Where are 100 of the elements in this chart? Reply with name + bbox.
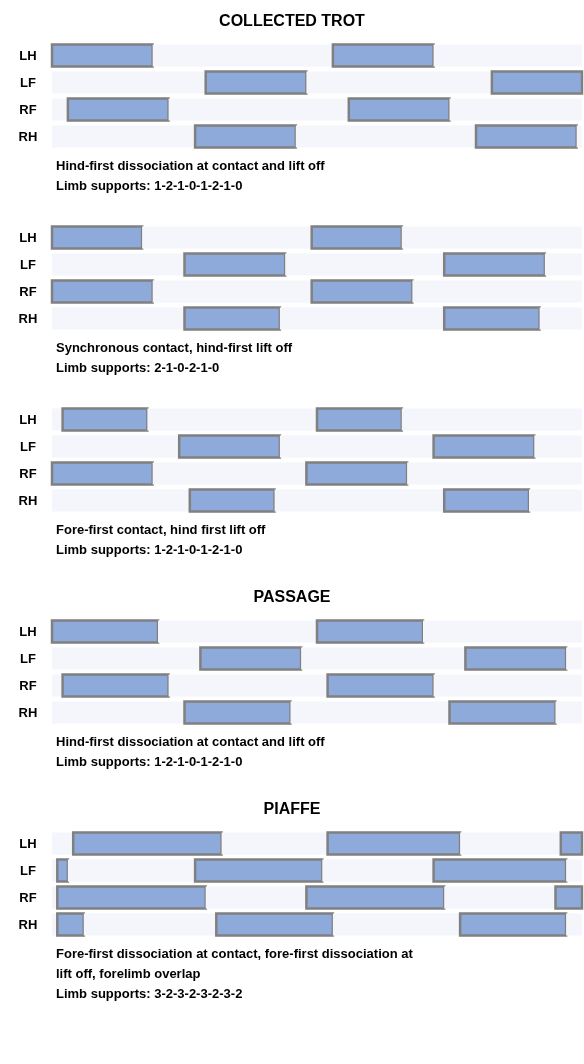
bar bbox=[52, 647, 201, 670]
bar bbox=[448, 700, 557, 725]
y-tick-label: LH bbox=[19, 230, 37, 245]
bar bbox=[332, 913, 461, 936]
bar bbox=[168, 98, 349, 121]
bar bbox=[183, 700, 292, 725]
bar bbox=[310, 279, 414, 304]
bar bbox=[442, 252, 547, 277]
bar bbox=[142, 226, 312, 249]
text: Limb supports: 1-2-1-0-1-2-1-0 bbox=[56, 542, 243, 557]
y-tick-label: LH bbox=[19, 836, 37, 851]
bar bbox=[168, 674, 328, 697]
bar bbox=[305, 461, 409, 486]
bar bbox=[52, 125, 196, 148]
bar bbox=[221, 832, 328, 855]
bar bbox=[559, 831, 584, 856]
y-tick-label: LH bbox=[19, 412, 37, 427]
bar bbox=[444, 886, 556, 909]
bar bbox=[301, 647, 466, 670]
bar bbox=[50, 43, 154, 68]
y-tick-label: LF bbox=[20, 257, 36, 272]
bar bbox=[67, 859, 196, 882]
bar bbox=[347, 97, 451, 122]
bar bbox=[152, 44, 333, 67]
bar bbox=[279, 435, 434, 458]
bar bbox=[204, 70, 308, 95]
bar bbox=[50, 279, 154, 304]
bar bbox=[442, 306, 541, 331]
bar bbox=[147, 408, 317, 431]
bar bbox=[331, 43, 435, 68]
bar bbox=[56, 885, 207, 910]
y-tick-label: RH bbox=[18, 311, 38, 326]
bar bbox=[490, 70, 584, 95]
bar bbox=[158, 620, 317, 643]
text: Limb supports: 3-2-3-2-3-2-3-2 bbox=[56, 986, 243, 1001]
y-tick-label: RF bbox=[19, 284, 37, 299]
chart-title: COLLECTED TROT bbox=[219, 12, 366, 29]
y-tick-label: RF bbox=[19, 466, 37, 481]
bar bbox=[432, 858, 568, 883]
bar bbox=[61, 673, 170, 698]
text: Limb supports: 1-2-1-0-1-2-1-0 bbox=[56, 178, 243, 193]
text: Synchronous contact, hind-first lift off bbox=[56, 340, 293, 355]
bar bbox=[326, 831, 462, 856]
chart-title: PIAFFE bbox=[263, 800, 321, 817]
bar bbox=[56, 858, 70, 883]
chart-title: PASSAGE bbox=[253, 588, 331, 605]
bar bbox=[432, 434, 536, 459]
y-tick-label: RH bbox=[18, 917, 38, 932]
text: Fore-first contact, hind first lift off bbox=[56, 522, 267, 537]
bar bbox=[50, 225, 144, 250]
bar bbox=[177, 434, 282, 459]
bar bbox=[52, 832, 74, 855]
y-tick-label: RH bbox=[18, 129, 38, 144]
bar bbox=[474, 124, 578, 149]
bar bbox=[152, 280, 312, 303]
y-tick-label: RF bbox=[19, 678, 37, 693]
y-tick-label: LF bbox=[20, 863, 36, 878]
text: Limb supports: 2-1-0-2-1-0 bbox=[56, 360, 220, 375]
bar bbox=[152, 462, 307, 485]
text: Hind-first dissociation at contact and lift off bbox=[56, 734, 326, 749]
y-tick-label: RF bbox=[19, 890, 37, 905]
bar bbox=[322, 859, 434, 882]
bar bbox=[183, 306, 282, 331]
bar bbox=[306, 71, 492, 94]
text: Limb supports: 1-2-1-0-1-2-1-0 bbox=[56, 754, 243, 769]
y-tick-label: RH bbox=[18, 493, 38, 508]
bar bbox=[193, 124, 298, 149]
text: Hind-first dissociation at contact and lift off bbox=[56, 158, 326, 173]
bar bbox=[52, 253, 185, 276]
bar bbox=[315, 407, 404, 432]
y-tick-label: LF bbox=[20, 439, 36, 454]
bar bbox=[83, 913, 217, 936]
bar bbox=[52, 71, 206, 94]
y-tick-label: LF bbox=[20, 75, 36, 90]
bar bbox=[460, 832, 561, 855]
bar bbox=[215, 912, 335, 937]
bar bbox=[52, 98, 68, 121]
bar bbox=[458, 912, 568, 937]
bar bbox=[305, 885, 446, 910]
bar bbox=[290, 701, 450, 724]
bar bbox=[310, 225, 404, 250]
bar bbox=[52, 307, 185, 330]
bar bbox=[205, 886, 307, 909]
bar bbox=[326, 673, 435, 698]
bar bbox=[52, 489, 190, 512]
bar bbox=[50, 461, 154, 486]
bar bbox=[442, 488, 531, 513]
bar bbox=[50, 619, 160, 644]
bar bbox=[193, 858, 324, 883]
bar bbox=[554, 885, 584, 910]
bar bbox=[274, 489, 445, 512]
y-tick-label: RF bbox=[19, 102, 37, 117]
y-tick-label: LH bbox=[19, 48, 37, 63]
bar bbox=[52, 701, 185, 724]
bar bbox=[295, 125, 476, 148]
bar bbox=[56, 912, 86, 937]
bar bbox=[199, 646, 303, 671]
bar bbox=[52, 435, 180, 458]
y-tick-label: LH bbox=[19, 624, 37, 639]
bar bbox=[61, 407, 149, 432]
